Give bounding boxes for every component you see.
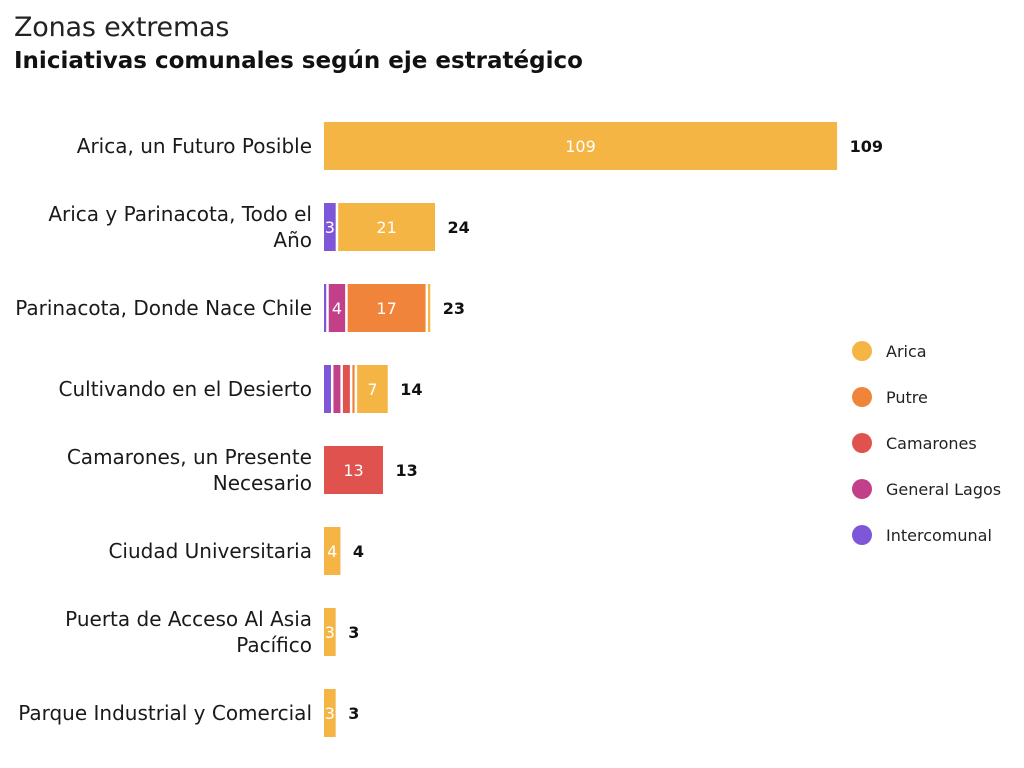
legend-label: Arica	[886, 341, 927, 361]
bar-segment-camarones	[342, 365, 350, 413]
bar-segment-arica	[357, 365, 388, 413]
segment-value-label: 3	[325, 218, 335, 237]
chart-legend: Arica Putre Camarones General Lagos Intercom…	[852, 328, 1022, 558]
bar-segment-arica	[324, 689, 336, 737]
legend-swatch	[852, 387, 872, 407]
bar-segment-putre	[347, 284, 426, 332]
chart-subtitle: Zonas extremas	[14, 12, 230, 43]
bar-segment-arica	[338, 203, 436, 251]
legend-swatch	[852, 341, 872, 361]
legend-item-general-lagos: General Lagos	[852, 466, 1022, 512]
legend-swatch	[852, 433, 872, 453]
category-label: Cultivando en el Desierto	[59, 377, 313, 401]
category-label: Arica y Parinacota, Todo el Año	[48, 202, 312, 252]
bar-total-label: 23	[443, 299, 465, 318]
legend-label: General Lagos	[886, 479, 1002, 499]
bar-segment-arica	[324, 122, 838, 170]
bar-total-label: 4	[353, 542, 364, 561]
bar-total-label: 24	[448, 218, 470, 237]
bar-total-label: 13	[395, 461, 417, 480]
legend-item-arica: Arica	[852, 328, 1022, 374]
bar-segment-general-lagos	[333, 365, 341, 413]
segment-value-label: 4	[327, 542, 337, 561]
bar-total-label: 109	[850, 137, 883, 156]
category-label: Parque Industrial y Comercial	[18, 701, 312, 725]
bar-total-label: 3	[348, 623, 359, 642]
bar-segment-camarones	[324, 446, 383, 494]
segment-value-label: 21	[376, 218, 396, 237]
bar-segment-intercomunal	[324, 284, 327, 332]
legend-item-putre: Putre	[852, 374, 1022, 420]
legend-label: Putre	[886, 387, 928, 407]
segment-value-label: 17	[376, 299, 396, 318]
segment-value-label: 13	[343, 461, 363, 480]
bar-segment-general-lagos	[328, 284, 346, 332]
legend-swatch	[852, 525, 872, 545]
category-label: Parinacota, Donde Nace Chile	[15, 296, 312, 320]
bar-segment-arica	[324, 527, 341, 575]
category-label: Puerta de Acceso Al Asia Pacífico	[65, 607, 312, 657]
category-label: Ciudad Universitaria	[108, 539, 312, 563]
bar-total-label: 3	[348, 704, 359, 723]
bar-segment-intercomunal	[324, 203, 336, 251]
legend-label: Intercomunal	[886, 525, 992, 545]
legend-item-intercomunal: Intercomunal	[852, 512, 1022, 558]
segment-value-label: 4	[332, 299, 342, 318]
segment-value-label: 3	[325, 704, 335, 723]
category-label: Camarones, un Presente Necesario	[67, 445, 312, 495]
legend-item-camarones: Camarones	[852, 420, 1022, 466]
bar-total-label: 14	[400, 380, 422, 399]
segment-value-label: 7	[367, 380, 377, 399]
segment-value-label: 3	[325, 623, 335, 642]
legend-swatch	[852, 479, 872, 499]
bar-segment-arica	[324, 608, 336, 656]
bar-segment-intercomunal	[324, 365, 331, 413]
chart-title: Iniciativas comunales según eje estratég…	[14, 48, 583, 74]
category-label: Arica, un Futuro Posible	[77, 134, 312, 158]
legend-label: Camarones	[886, 433, 977, 453]
bar-segment-arica	[428, 284, 431, 332]
segment-value-label: 109	[565, 137, 596, 156]
bar-segment-putre	[352, 365, 355, 413]
